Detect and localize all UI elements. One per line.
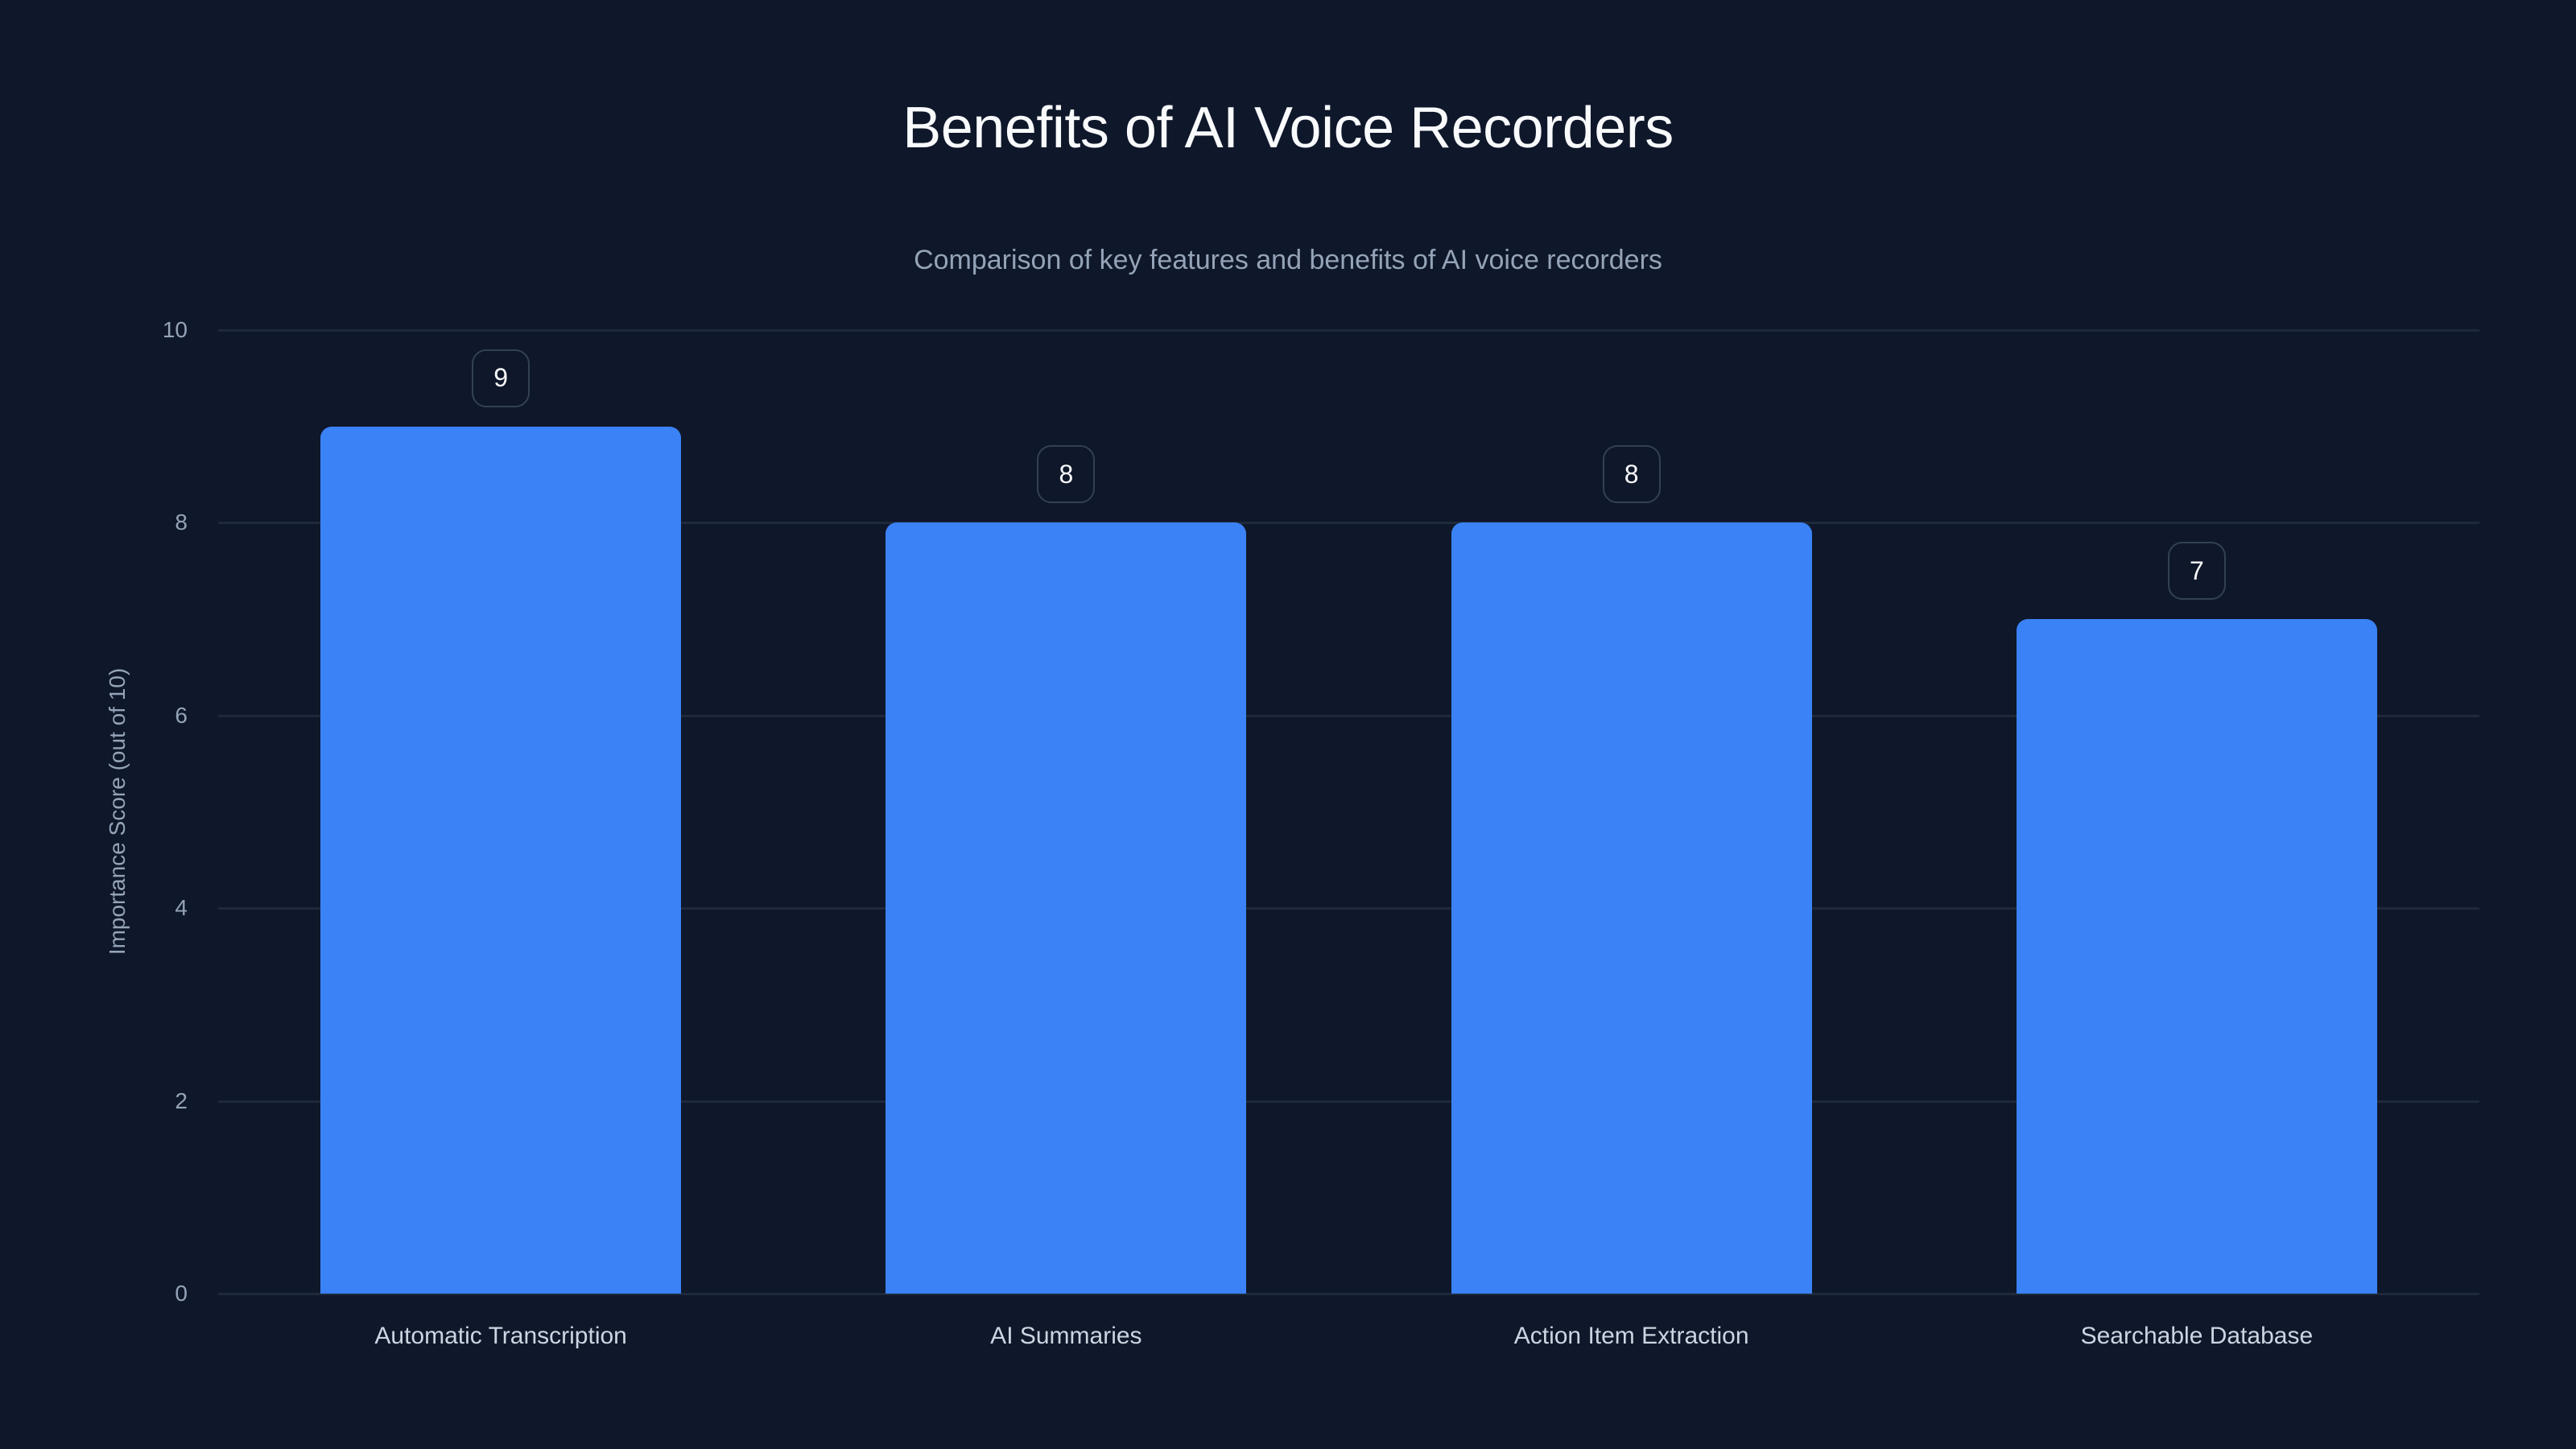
gridline bbox=[218, 329, 2479, 332]
chart-title: Benefits of AI Voice Recorders bbox=[902, 96, 1674, 160]
chart-subtitle: Comparison of key features and benefits … bbox=[914, 245, 1662, 275]
y-tick-label: 6 bbox=[175, 702, 188, 728]
bar[interactable] bbox=[886, 522, 1247, 1294]
gridline bbox=[218, 907, 2479, 910]
gridline bbox=[218, 522, 2479, 525]
y-tick-label: 8 bbox=[175, 510, 188, 535]
bar[interactable] bbox=[320, 426, 682, 1294]
plot-area: 0 2 4 6 8 10 9 Automatic Transcription 8 AI Summa… bbox=[163, 317, 2479, 1349]
data-label: 9 bbox=[472, 349, 530, 407]
data-label: 8 bbox=[1602, 445, 1661, 504]
y-tick-label: 4 bbox=[175, 895, 188, 921]
x-tick-label: Automatic Transcription bbox=[374, 1323, 627, 1349]
y-axis-title: Importance Score (out of 10) bbox=[105, 667, 130, 956]
x-tick-label: Action Item Extraction bbox=[1513, 1323, 1749, 1349]
x-tick-label: AI Summaries bbox=[990, 1323, 1142, 1349]
y-tick-label: 2 bbox=[175, 1088, 188, 1113]
gridline bbox=[218, 1293, 2479, 1295]
bar[interactable] bbox=[2016, 619, 2377, 1294]
bar[interactable] bbox=[1451, 522, 1812, 1294]
y-tick-label: 0 bbox=[175, 1281, 188, 1306]
gridline bbox=[218, 714, 2479, 717]
data-label: 8 bbox=[1037, 445, 1096, 504]
y-tick-label: 10 bbox=[162, 317, 188, 342]
data-label: 7 bbox=[2167, 542, 2226, 601]
gridline bbox=[218, 1100, 2479, 1103]
x-tick-label: Searchable Database bbox=[2080, 1323, 2314, 1349]
